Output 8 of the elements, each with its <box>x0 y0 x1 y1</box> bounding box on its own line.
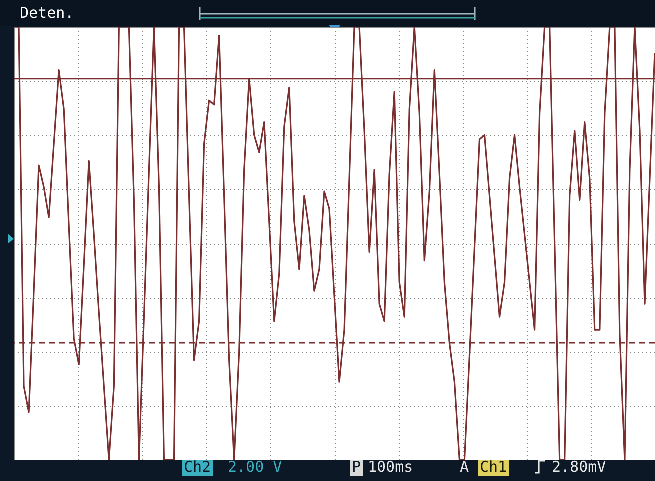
annotation: 100ms <box>368 458 414 476</box>
annotation: Ch2 <box>182 458 214 476</box>
annotation: Ch1 <box>478 458 510 476</box>
annotation: A <box>460 458 470 476</box>
annotation: 2.80mV <box>552 458 606 476</box>
text: Deten. <box>20 4 74 22</box>
annotation: P <box>350 458 364 476</box>
annotation: 2.00 V <box>228 458 282 476</box>
